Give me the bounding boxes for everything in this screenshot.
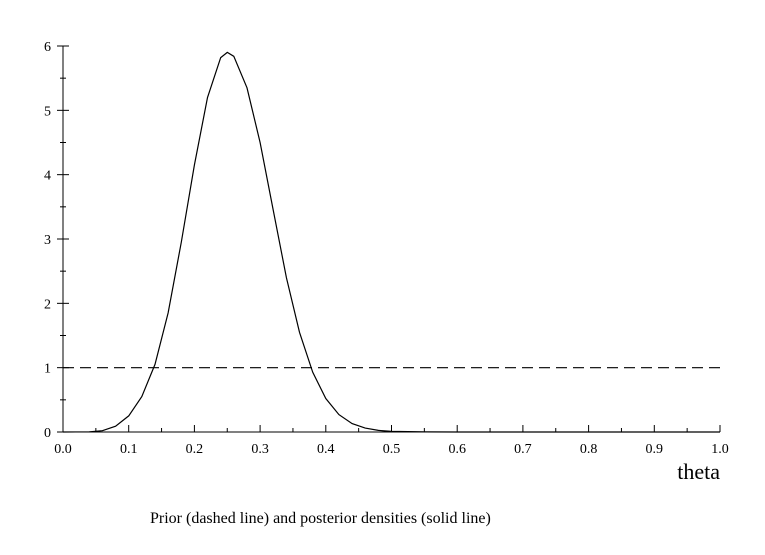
y-tick-label: 3 [44, 233, 51, 248]
x-tick-label: 0.9 [646, 442, 664, 457]
x-tick-label: 0.6 [448, 442, 466, 457]
x-tick-label: 0.8 [580, 442, 598, 457]
y-tick-label: 1 [44, 362, 51, 377]
x-tick-label: 0.0 [54, 442, 72, 457]
figure-caption: Prior (dashed line) and posterior densit… [150, 510, 491, 527]
y-tick-label: 0 [44, 426, 51, 441]
y-tick-label: 2 [44, 297, 51, 312]
axes: 0.0 0.1 0.2 0.3 0.4 0.5 0.6 0.7 0.8 0.9 1.0 0 1 2 3 4 5 6 [44, 40, 729, 457]
x-tick-label: 0.5 [383, 442, 401, 457]
series-layer [62, 51, 720, 433]
x-tick-label: 0.4 [317, 442, 335, 457]
x-tick-label: 0.1 [120, 442, 138, 457]
y-tick-label: 6 [44, 40, 51, 55]
x-tick-label: 0.2 [186, 442, 204, 457]
x-axis-label: theta [677, 459, 720, 484]
posterior-solid-line [62, 51, 720, 433]
y-tick-label: 5 [44, 104, 51, 119]
x-tick-label: 1.0 [711, 442, 729, 457]
x-tick-label: 0.3 [251, 442, 269, 457]
x-tick-label: 0.7 [514, 442, 532, 457]
y-tick-label: 4 [44, 169, 51, 184]
